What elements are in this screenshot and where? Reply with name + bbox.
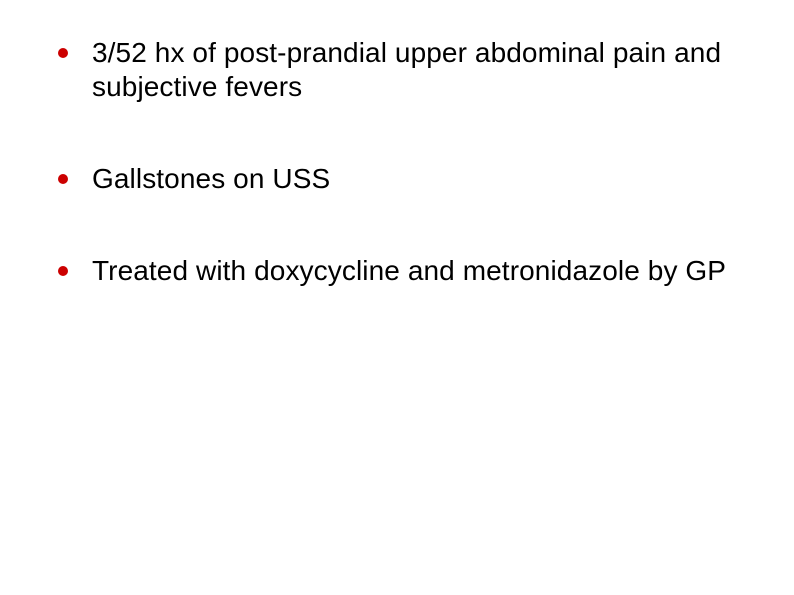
bullet-list: 3/52 hx of post-prandial upper abdominal… bbox=[50, 36, 744, 289]
list-item: Treated with doxycycline and metronidazo… bbox=[50, 254, 744, 288]
list-item: Gallstones on USS bbox=[50, 162, 744, 196]
list-item-text: 3/52 hx of post-prandial upper abdominal… bbox=[92, 37, 721, 102]
slide: 3/52 hx of post-prandial upper abdominal… bbox=[0, 0, 794, 595]
list-item-text: Gallstones on USS bbox=[92, 163, 330, 194]
list-item-text: Treated with doxycycline and metronidazo… bbox=[92, 255, 726, 286]
list-item: 3/52 hx of post-prandial upper abdominal… bbox=[50, 36, 744, 104]
